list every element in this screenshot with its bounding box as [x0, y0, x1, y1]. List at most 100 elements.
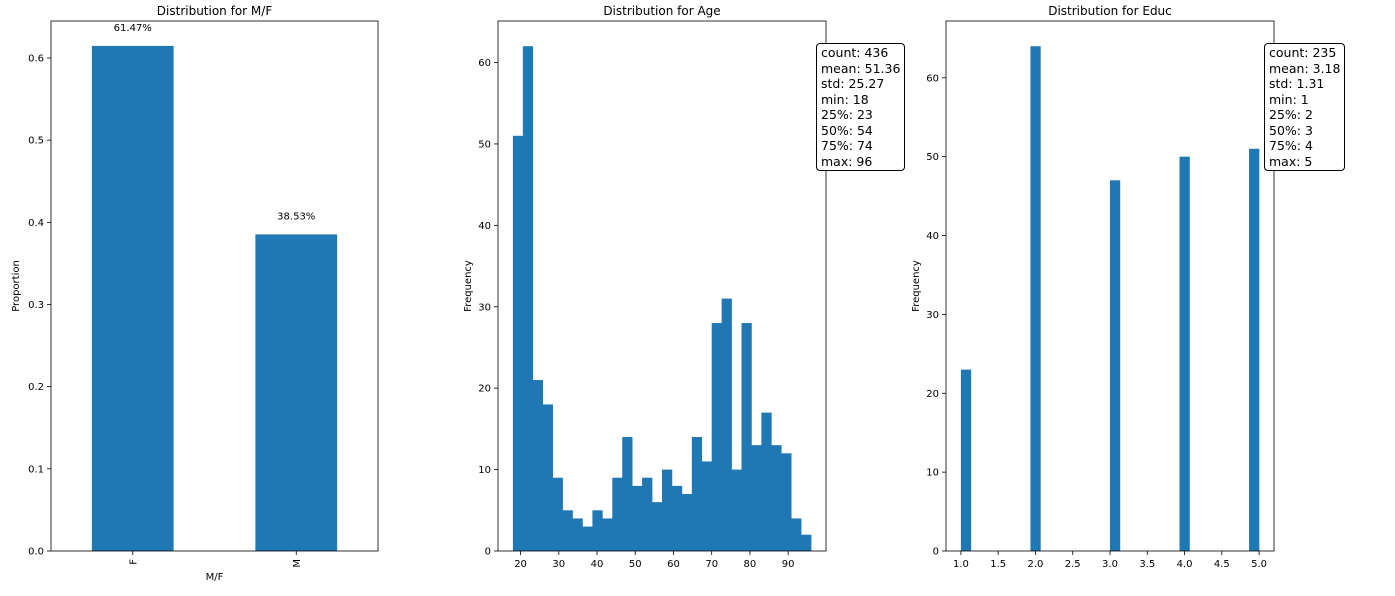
- hist-bar: [612, 477, 623, 551]
- hist-bar: [512, 135, 524, 551]
- y-tick-label: 0: [485, 547, 491, 558]
- stats-line: 75%: 4: [1269, 138, 1313, 153]
- y-tick-label: 60: [926, 73, 939, 84]
- stats-line: 25%: 2: [1269, 107, 1313, 122]
- stats-line: max: 96: [821, 153, 873, 169]
- y-tick-label: 40: [478, 221, 491, 232]
- y-tick-label: 0.1: [28, 464, 44, 475]
- chart-title: Distribution for M/F: [157, 4, 273, 18]
- hist-bar: [592, 510, 603, 551]
- hist-bar: [721, 298, 732, 551]
- bar-value-label: 38.53%: [277, 211, 315, 222]
- hist-bar: [622, 437, 633, 551]
- x-tick-label: 3.5: [1139, 559, 1155, 570]
- y-tick-label: 50: [926, 152, 939, 163]
- axes-frame: [945, 20, 1275, 552]
- hist-bar: [771, 445, 782, 551]
- hist-bar: [691, 437, 703, 551]
- x-tick-label: 3.0: [1102, 559, 1118, 570]
- hist-bar: [1030, 46, 1041, 551]
- x-tick-label: 40: [591, 559, 604, 570]
- x-tick-label: 60: [667, 559, 680, 570]
- axes-frame: [497, 20, 827, 552]
- x-tick-label: 30: [552, 559, 565, 570]
- chart-3: Distribution for Educ 1.0 1.5 2.0 2.5 3.0 3.5 4…: [911, 4, 1275, 570]
- y-axis-label: Proportion: [11, 260, 22, 312]
- x-tick-label: 20: [514, 559, 527, 570]
- x-tick-label: 90: [782, 559, 795, 570]
- hist-bar: [632, 485, 643, 551]
- hist-bar: [572, 518, 583, 551]
- hist-bar: [652, 502, 663, 551]
- stats-line: count: 235: [1269, 45, 1337, 60]
- x-tick-label: 70: [705, 559, 718, 570]
- hist-bar: [781, 453, 792, 551]
- y-tick-label: 0.5: [28, 136, 44, 147]
- hist-bar: [801, 534, 812, 551]
- stats-line: mean: 51.36: [821, 60, 901, 76]
- x-tick-label: M: [292, 559, 303, 568]
- hist-bar: [791, 518, 802, 551]
- hist-bar: [582, 526, 593, 551]
- x-tick-label: 4.5: [1214, 559, 1230, 570]
- hist-bar: [1249, 148, 1260, 551]
- chart-2: Distribution for Age 20 30 40 50 60 70 80 90 0 10 2…: [463, 4, 827, 570]
- stats-line: min: 1: [1269, 91, 1309, 107]
- y-tick-label: 0.2: [28, 382, 44, 393]
- x-tick-label: F: [128, 559, 139, 565]
- x-tick-label: 2.0: [1028, 559, 1044, 570]
- bar-F: [91, 45, 174, 551]
- x-tick-label: 2.5: [1065, 559, 1081, 570]
- hist-bar: [552, 477, 563, 551]
- hist-bar: [662, 469, 673, 551]
- y-tick-label: 10: [478, 465, 491, 476]
- stats-line: std: 1.31: [1269, 76, 1325, 91]
- hist-bar: [761, 412, 772, 551]
- stats-line: count: 436: [821, 45, 889, 60]
- stats-line: mean: 3.18: [1269, 60, 1341, 76]
- x-tick-label: 80: [744, 559, 757, 570]
- chart-1: Distribution for M/F 61.47% F 38.53% M 0.0 0.1…: [11, 4, 379, 583]
- y-tick-label: 20: [926, 389, 939, 400]
- y-tick-label: 30: [926, 310, 939, 321]
- stats-line: min: 18: [821, 91, 869, 107]
- y-tick-label: 0.4: [28, 218, 44, 229]
- hist-bar: [671, 485, 683, 551]
- chart-title: Distribution for Educ: [1048, 4, 1172, 18]
- hist-bar: [1179, 156, 1190, 551]
- hist-bar: [731, 469, 742, 551]
- stats-line: 50%: 54: [821, 122, 873, 138]
- y-tick-label: 60: [478, 58, 491, 69]
- hist-bar: [960, 369, 972, 551]
- y-tick-label: 50: [478, 139, 491, 150]
- y-tick-label: 0: [933, 547, 939, 558]
- x-tick-label: 1.0: [953, 559, 969, 570]
- y-tick-label: 10: [926, 468, 939, 479]
- y-axis-label: Frequency: [463, 260, 474, 312]
- x-axis-label: M/F: [206, 572, 224, 583]
- hist-bar: [711, 323, 722, 551]
- educ-stats-box: count: 235 mean: 3.18 std: 1.31 min: 1 25%: …: [1264, 43, 1346, 171]
- x-tick-label: 5.0: [1251, 559, 1267, 570]
- chart-title: Distribution for Age: [603, 4, 720, 18]
- axes-frame: [50, 20, 379, 552]
- bar-M: [255, 234, 338, 551]
- stats-line: std: 25.27: [821, 76, 885, 91]
- x-tick-label: 4.0: [1177, 559, 1193, 570]
- y-tick-label: 20: [478, 384, 491, 395]
- y-tick-label: 0.3: [28, 300, 44, 311]
- hist-bar: [532, 380, 544, 551]
- age-stats-box: count: 436 mean: 51.36 std: 25.27 min: 18 25…: [816, 43, 906, 171]
- hist-bar: [1109, 180, 1121, 551]
- y-axis-label: Frequency: [911, 260, 922, 312]
- x-tick-label: 1.5: [990, 559, 1006, 570]
- hist-bar: [562, 510, 573, 551]
- stats-line: max: 5: [1269, 153, 1313, 169]
- hist-bar: [602, 518, 613, 551]
- y-tick-label: 40: [926, 231, 939, 242]
- stats-line: 25%: 23: [821, 107, 873, 122]
- hist-bar: [701, 461, 712, 551]
- hist-bar: [741, 323, 752, 551]
- stats-line: 50%: 3: [1269, 122, 1313, 138]
